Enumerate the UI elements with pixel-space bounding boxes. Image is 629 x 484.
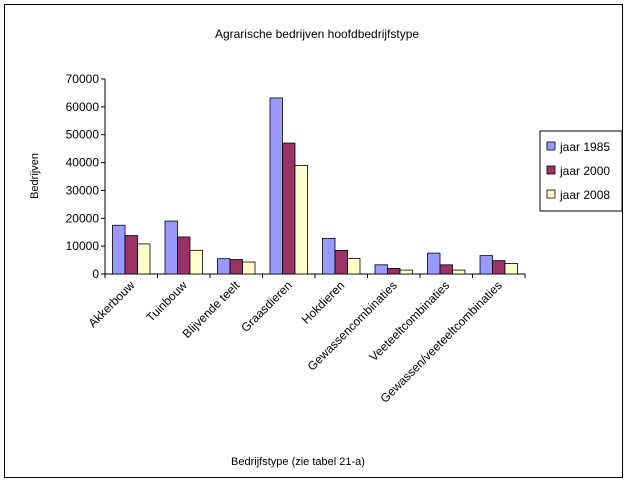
- chart-frame: Agrarische bedrijven hoofdbedrijfstype B…: [4, 4, 623, 478]
- bar-2: [124, 235, 138, 275]
- x-axis-label: Bedrijfstype (zie tabel 21-a): [231, 456, 365, 468]
- y-axis-label: Bedrijven: [29, 153, 41, 199]
- bar-1: [479, 255, 493, 275]
- x-tick-label: Akkerbouw: [85, 278, 137, 330]
- chart-svg: Agrarische bedrijven hoofdbedrijfstype B…: [29, 27, 623, 468]
- legend-swatch: [546, 165, 556, 175]
- legend-label: jaar 2000: [559, 164, 610, 178]
- bar-3: [347, 257, 361, 275]
- y-tick-label: 40000: [66, 156, 100, 170]
- x-tick-label: Blijvende teelt: [180, 278, 243, 341]
- legend-swatch: [546, 189, 556, 199]
- bar-2: [387, 268, 401, 275]
- x-tick-label: Graasdieren: [238, 278, 295, 335]
- bar-1: [217, 258, 231, 275]
- legend: jaar 1985 jaar 2000 jaar 2008: [539, 130, 623, 212]
- bar-3: [399, 269, 413, 275]
- y-tick-label: 50000: [66, 128, 100, 142]
- plot-area: 0 10000 20000 30000 40000 50000 60000 70000 Akke…: [66, 72, 526, 406]
- bar-2: [334, 249, 348, 275]
- y-tick-label: 60000: [66, 100, 100, 114]
- bar-3: [189, 249, 203, 275]
- bar-3: [137, 243, 151, 275]
- y-tick-label: 20000: [66, 211, 100, 225]
- bar-3: [294, 164, 308, 275]
- bar-1: [322, 237, 336, 275]
- legend-label: jaar 1985: [559, 140, 610, 154]
- bar-1: [374, 264, 388, 275]
- bar-2: [492, 260, 506, 275]
- bar-3: [504, 263, 518, 275]
- y-tick-label: 0: [92, 267, 99, 281]
- bar-1: [427, 252, 441, 275]
- bar-2: [282, 142, 296, 275]
- x-tick-label: Gewassencombinaties: [305, 278, 400, 373]
- y-tick-label: 70000: [66, 72, 100, 86]
- x-tick-label: Hokdieren: [299, 278, 348, 327]
- y-tick-label: 30000: [66, 183, 100, 197]
- bar-1: [112, 224, 126, 275]
- bar-3: [242, 261, 256, 275]
- legend-label: jaar 2008: [559, 188, 610, 202]
- x-tick-label: Tuinbouw: [143, 278, 190, 325]
- legend-swatch: [546, 141, 556, 151]
- chart-title: Agrarische bedrijven hoofdbedrijfstype: [215, 27, 419, 41]
- bar-2: [439, 264, 453, 275]
- y-tick-label: 10000: [66, 239, 100, 253]
- bar-1: [269, 97, 283, 275]
- bar-3: [452, 269, 466, 275]
- bar-2: [229, 259, 243, 275]
- bar-2: [177, 236, 191, 275]
- bar-1: [164, 220, 178, 275]
